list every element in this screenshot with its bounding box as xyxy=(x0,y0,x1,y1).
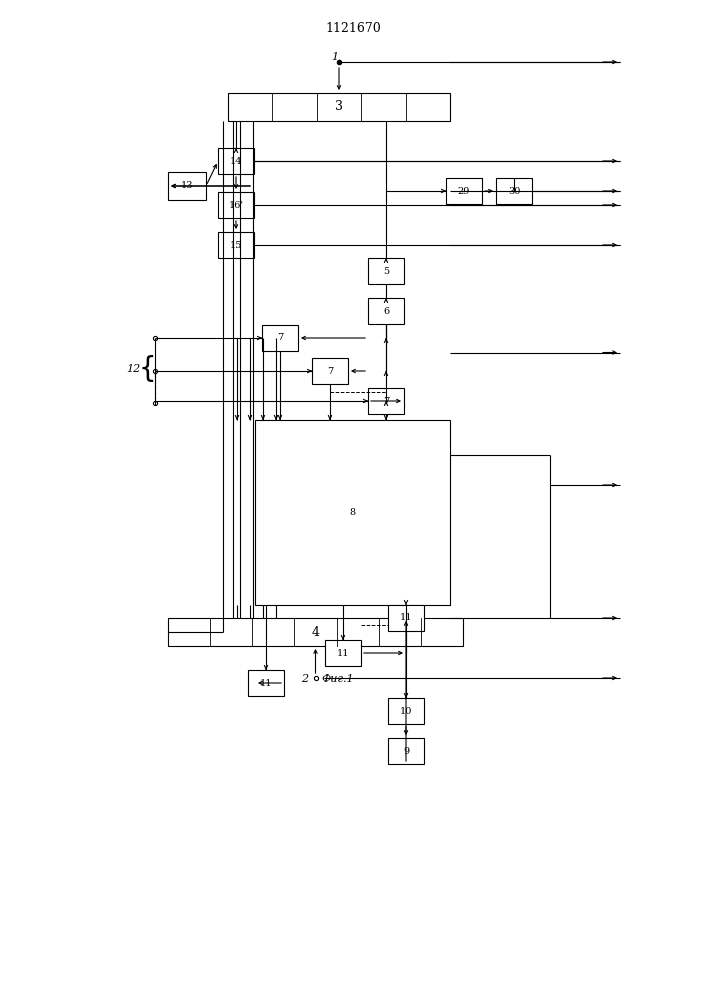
Bar xyxy=(325,640,361,666)
Text: 3: 3 xyxy=(335,101,343,113)
Text: 11: 11 xyxy=(259,678,272,688)
Text: 9: 9 xyxy=(403,746,409,756)
Bar xyxy=(168,172,206,200)
Text: 7: 7 xyxy=(327,366,333,375)
Text: 1121670: 1121670 xyxy=(325,21,381,34)
Text: 29: 29 xyxy=(458,186,470,196)
Bar xyxy=(368,298,404,324)
Text: 10: 10 xyxy=(400,706,412,716)
Text: 8: 8 xyxy=(349,508,356,517)
Bar xyxy=(218,148,254,174)
Text: 7: 7 xyxy=(383,396,389,406)
Bar xyxy=(368,258,404,284)
Bar xyxy=(168,618,463,646)
Text: 16': 16' xyxy=(228,200,244,210)
Text: 2: 2 xyxy=(301,674,309,684)
Bar xyxy=(446,178,482,204)
Text: 5: 5 xyxy=(383,266,389,275)
Bar xyxy=(262,325,298,351)
Bar xyxy=(228,93,450,121)
Text: 13: 13 xyxy=(181,182,193,190)
Text: 30: 30 xyxy=(508,186,520,196)
Bar xyxy=(248,670,284,696)
Bar xyxy=(388,698,424,724)
Bar xyxy=(312,358,348,384)
Text: 7: 7 xyxy=(277,334,283,342)
Text: 11: 11 xyxy=(337,648,349,658)
Text: {: { xyxy=(138,356,156,383)
Text: 11: 11 xyxy=(399,613,412,622)
Bar xyxy=(388,605,424,631)
Text: 15: 15 xyxy=(230,240,243,249)
Bar xyxy=(496,178,532,204)
Text: 6: 6 xyxy=(383,306,389,316)
Bar xyxy=(368,388,404,414)
Bar xyxy=(218,192,254,218)
Text: 12: 12 xyxy=(126,364,140,374)
Text: 4: 4 xyxy=(312,626,320,639)
Bar xyxy=(388,738,424,764)
Bar xyxy=(255,420,450,605)
Text: 1: 1 xyxy=(331,52,338,62)
Text: Фиг.1: Фиг.1 xyxy=(322,674,354,684)
Bar xyxy=(218,232,254,258)
Text: 14: 14 xyxy=(230,156,243,165)
